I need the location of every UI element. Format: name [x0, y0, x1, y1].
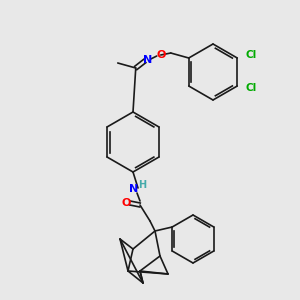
Text: O: O	[121, 198, 131, 208]
Text: O: O	[156, 50, 165, 60]
Text: N: N	[129, 184, 139, 194]
Text: H: H	[138, 180, 146, 190]
Text: Cl: Cl	[245, 83, 256, 93]
Text: N: N	[143, 55, 152, 65]
Text: Cl: Cl	[245, 50, 256, 60]
